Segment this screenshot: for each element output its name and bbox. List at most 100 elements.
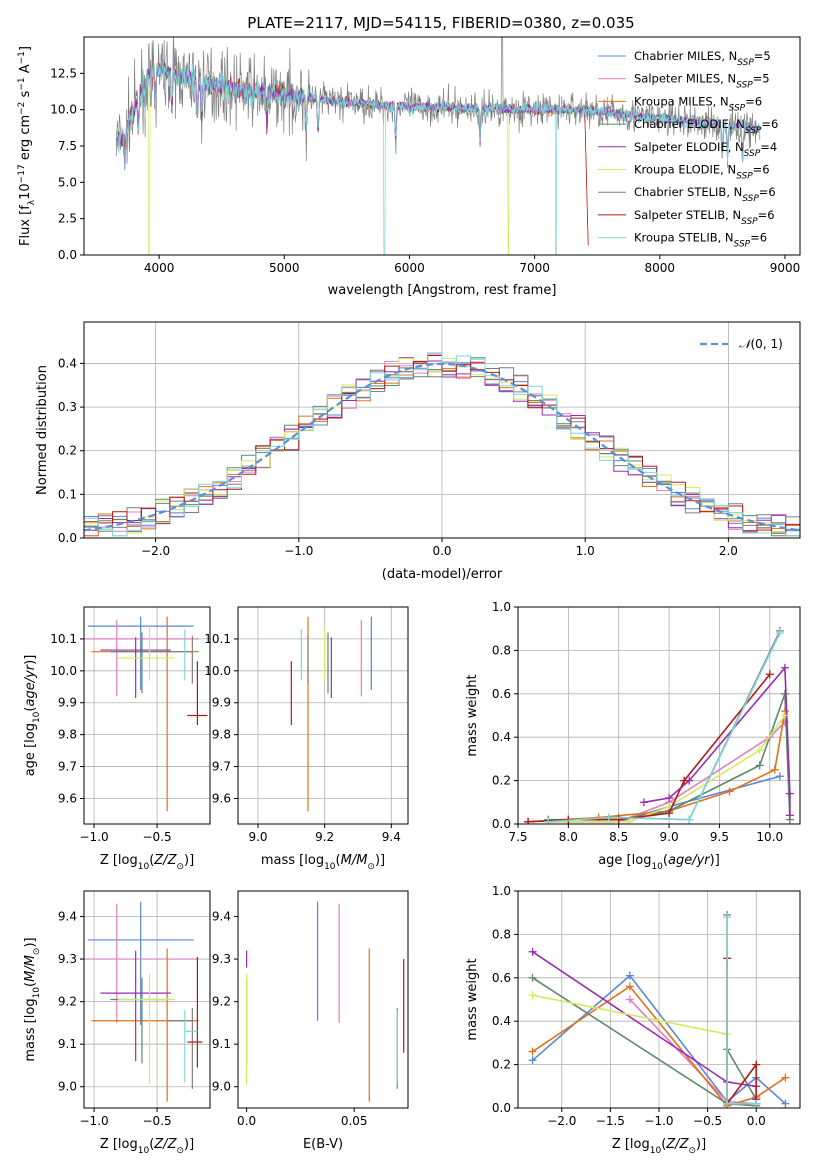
y-tick-label: 9.1 (58, 1037, 77, 1051)
x-tick-label: 9.0 (660, 830, 679, 844)
y-tick-label: 9.9 (212, 696, 231, 710)
weight-series (532, 951, 757, 1100)
label-part: ⊙ (176, 1146, 184, 1156)
label-part: Z [log (100, 1137, 138, 1152)
label-part: Chabrier MILES, N (634, 49, 737, 63)
label-part: SSP (737, 58, 754, 68)
label-part: )] (23, 655, 38, 665)
x-tick-label: −1.0 (80, 1114, 109, 1128)
y-tick-label: 0.0 (58, 248, 77, 262)
label-part: ⊙ (176, 862, 184, 872)
y-tick-label: 10.0 (50, 664, 77, 678)
x-tick-label: −0.5 (693, 1114, 722, 1128)
label-part: Chabrier ELODIE, N (634, 117, 745, 131)
axes-frame (237, 606, 409, 825)
y-tick-label: 0.1 (58, 487, 77, 501)
weight-series (548, 632, 781, 823)
axes-age_vs_Z: −1.0 −0.59.69.79.89.910.010.1Z [log10(Z/Z… (23, 606, 211, 872)
label-part: =6 (750, 231, 767, 245)
x-tick-label: 9.4 (382, 830, 401, 844)
label-part: 10 (32, 711, 42, 723)
label-part: ⊙ (32, 948, 42, 956)
label-part: ( (336, 853, 341, 868)
y-tick-label: 9.6 (58, 791, 77, 805)
label-part: mass [log (261, 853, 324, 868)
x-tick-label: 0.0 (747, 1114, 766, 1128)
y-tick-label: 5.0 (58, 175, 77, 189)
y-axis-label: mass weight (465, 958, 480, 1040)
label-part: mass [log (23, 998, 38, 1061)
axes-frame (83, 890, 211, 1109)
y-tick-label: 0.6 (492, 687, 511, 701)
label-part: 10 (324, 862, 336, 872)
label-part: Chabrier STELIB, N (634, 185, 742, 199)
axes-residuals: −2.0 −1.0 0.0 1.0 2.00.00.10.20.30.4𝒩(0, 1)(… (35, 321, 801, 582)
legend-entry: Kroupa STELIB, NSSP=6 (634, 231, 767, 250)
axes-spectrum: 4000 5000 6000 7000 8000 9000 0.0 2.5 5.0 7.5 10.0… (17, 36, 801, 298)
weight-series (629, 998, 757, 1105)
label-part: 𝒩 (739, 337, 754, 351)
axes-frame (517, 606, 801, 825)
x-tick-label: 6000 (394, 261, 425, 275)
weight-series (568, 630, 781, 821)
x-tick-label: −1.0 (80, 830, 109, 844)
y-axis-label: Flux [fλ10−17 erg cm−2 s−1 A−1] (17, 46, 37, 246)
y-tick-label: 1.0 (492, 600, 511, 614)
weight-series (726, 914, 757, 1107)
y-tick-label: 0.4 (492, 1014, 511, 1028)
label-part: Z/Z (665, 1137, 689, 1152)
label-part: )] (184, 1137, 194, 1152)
y-tick-label: 0.2 (58, 444, 77, 458)
data-layer (85, 901, 203, 1102)
label-part: Kroupa MILES, N (634, 94, 729, 108)
label-part: mass weight (465, 958, 480, 1040)
y-tick-label: 12.5 (50, 66, 77, 80)
x-tick-label: 0.0 (432, 544, 451, 558)
y-tick-label: 9.4 (58, 910, 77, 924)
x-tick-label: −1.5 (596, 1114, 625, 1128)
data-layer (528, 910, 790, 1108)
label-part: mass weight (465, 674, 480, 756)
label-part: =4 (760, 140, 777, 154)
y-tick-label: 9.0 (212, 1080, 231, 1094)
x-tick-label: 4000 (144, 261, 175, 275)
legend-entry: 𝒩(0, 1) (739, 337, 783, 351)
y-tick-label: 9.0 (58, 1080, 77, 1094)
weight-series (548, 715, 786, 823)
label-part: age [log (598, 853, 651, 868)
histogram-series (84, 352, 800, 537)
label-part: =6 (753, 163, 770, 177)
axes-weight_vs_age: 7.5 8.0 8.5 9.0 9.5 10.0 0.0 0.2 0.4 0.6 0.8 1.0 age… (465, 600, 801, 872)
label-part: )] (23, 937, 38, 947)
label-part: 10 (651, 862, 663, 872)
label-part: SSP (742, 194, 759, 204)
label-part: =5 (753, 72, 770, 86)
x-tick-label: −2.0 (141, 544, 170, 558)
spectrum-line (116, 60, 761, 255)
label-part: )] (375, 853, 385, 868)
y-tick-label: 0.8 (492, 927, 511, 941)
y-tick-label: 9.1 (212, 1037, 231, 1051)
label-part: Salpeter ELODIE, N (634, 140, 744, 154)
y-tick-label: 2.5 (58, 212, 77, 226)
legend: 𝒩(0, 1) (700, 337, 783, 351)
label-part: ( (23, 982, 38, 987)
axes-mass_vs_Z: −1.0 −0.59.09.19.29.39.4Z [log10(Z/Z⊙)]ma… (23, 890, 211, 1156)
y-tick-label: 10.1 (50, 632, 77, 646)
x-tick-label: −1.0 (284, 544, 313, 558)
data-layer (246, 901, 405, 1102)
label-part: SSP (729, 103, 746, 113)
label-part: age/yr (668, 853, 711, 868)
label-part: =6 (758, 208, 775, 222)
x-axis-label: Z [log10(Z/Z⊙)] (612, 1137, 706, 1156)
data-layer (290, 616, 372, 812)
label-part: −17 (17, 164, 27, 183)
x-tick-label: 8000 (645, 261, 676, 275)
label-part: ( (23, 707, 38, 712)
legend-entry: Chabrier MILES, NSSP=5 (634, 49, 771, 68)
label-part: Salpeter STELIB, N (634, 208, 741, 222)
legend-entry: Kroupa ELODIE, NSSP=6 (634, 163, 770, 182)
label-part: s (18, 90, 33, 101)
y-tick-label: 9.4 (212, 910, 231, 924)
y-tick-label: 9.2 (212, 995, 231, 1009)
